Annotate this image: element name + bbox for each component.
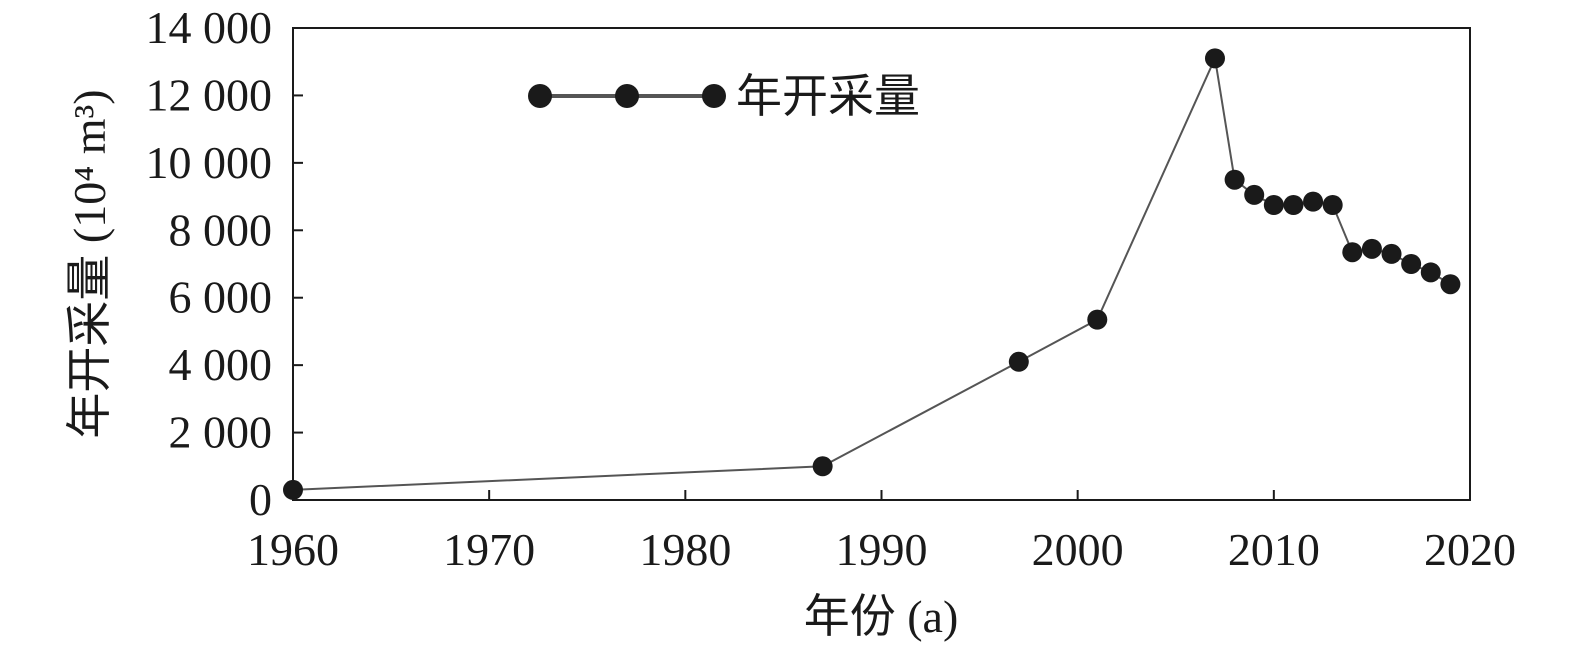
series-line <box>292 54 1451 491</box>
y-tick-label: 2 000 <box>169 407 273 458</box>
y-tick-label: 14 000 <box>146 2 273 53</box>
legend-marker <box>528 84 552 108</box>
data-point <box>1420 262 1441 283</box>
y-tick-label: 10 000 <box>146 137 273 188</box>
y-tick-label: 0 <box>249 474 272 525</box>
data-point <box>1303 191 1324 212</box>
data-point <box>1087 309 1108 330</box>
data-point <box>1342 242 1363 263</box>
legend-label: 年开采量 <box>736 71 920 122</box>
legend-marker <box>615 84 639 108</box>
legend-marker <box>702 84 726 108</box>
data-point <box>1381 243 1402 264</box>
x-tick-label: 1970 <box>443 524 535 575</box>
x-tick-label: 2000 <box>1032 524 1124 575</box>
data-point <box>1361 238 1382 259</box>
y-tick-label: 6 000 <box>169 272 273 323</box>
data-point <box>1244 184 1265 205</box>
y-tick-label: 8 000 <box>169 204 273 255</box>
data-point <box>1401 254 1422 274</box>
data-point <box>1008 351 1029 372</box>
data-point <box>1224 169 1245 190</box>
legend: 年开采量 <box>528 71 920 122</box>
x-tick-label: 2020 <box>1424 524 1516 575</box>
y-axis-title: 年开采量 (10⁴ m³) <box>64 89 115 438</box>
series-layer <box>283 48 1461 500</box>
data-point <box>1322 195 1343 215</box>
y-tick-label: 4 000 <box>169 339 273 390</box>
data-point <box>1283 195 1304 215</box>
y-axis-ticks: 0 2 000 4 000 6 000 8 000 10 000 12 000 14 000 <box>146 2 303 525</box>
data-point <box>812 456 833 477</box>
x-tick-label: 1960 <box>247 524 339 575</box>
x-axis-title: 年份 (a) <box>804 591 959 642</box>
data-point <box>283 479 303 500</box>
y-tick-label: 12 000 <box>146 69 273 120</box>
data-point <box>1204 48 1225 69</box>
data-point <box>1263 195 1284 215</box>
data-point <box>1440 274 1461 295</box>
x-tick-label: 2010 <box>1228 524 1320 575</box>
x-tick-label: 1980 <box>639 524 731 575</box>
x-axis-ticks: 1960 1970 1980 1990 2000 2010 2020 <box>247 490 1516 575</box>
x-tick-label: 1990 <box>836 524 928 575</box>
